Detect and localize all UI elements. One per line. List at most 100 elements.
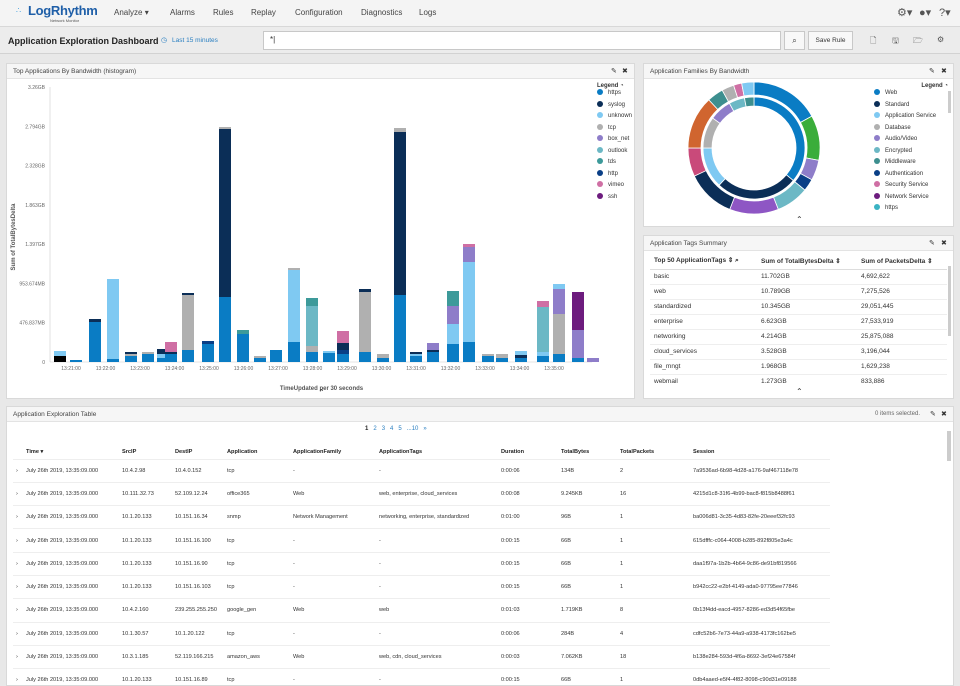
histogram-bar-segment[interactable]	[537, 356, 549, 362]
save-icon[interactable]: 🖫	[892, 36, 899, 45]
table-row[interactable]: › July 26th 2019, 13:35:09.000 10.4.2.160 2…	[13, 598, 830, 623]
histogram-bar-segment[interactable]	[410, 352, 422, 354]
expand-row-icon[interactable]: ›	[13, 644, 23, 669]
histogram-legend-item[interactable]: tcp	[597, 123, 637, 136]
close-icon[interactable]: ✖	[941, 240, 947, 247]
histogram-bar-segment[interactable]	[107, 279, 119, 355]
page-link[interactable]: 5	[398, 426, 402, 432]
histogram-bar-segment[interactable]	[125, 354, 137, 356]
scrollbar[interactable]	[948, 91, 951, 113]
save-rule-button[interactable]: Save Rule	[808, 31, 853, 50]
table-row[interactable]: › July 26th 2019, 13:35:09.000 10.1.20.133…	[13, 668, 830, 685]
histogram-bar-segment[interactable]	[202, 341, 214, 344]
histogram-bar-segment[interactable]	[219, 127, 231, 129]
edit-icon[interactable]: ✎	[611, 68, 617, 75]
histogram-bar-segment[interactable]	[572, 330, 584, 358]
histogram-bar-segment[interactable]	[337, 343, 349, 350]
user-icon[interactable]: ●▾	[919, 7, 932, 19]
expand-row-icon[interactable]: ›	[13, 505, 23, 529]
histogram-bar-segment[interactable]	[323, 353, 335, 362]
histogram-bar-segment[interactable]	[427, 352, 439, 362]
histogram-bar-segment[interactable]	[54, 354, 66, 356]
histogram-bar-segment[interactable]	[125, 356, 137, 362]
nav-tab-analyze[interactable]: Analyze ▾	[114, 8, 149, 17]
settings-sliders-icon[interactable]: ⚙▾	[897, 7, 913, 19]
histogram-bar-segment[interactable]	[463, 262, 475, 342]
histogram-bar-segment[interactable]	[496, 358, 508, 362]
histogram-bar-segment[interactable]	[515, 351, 527, 355]
histogram-bar-segment[interactable]	[182, 295, 194, 350]
search-input[interactable]: *|	[263, 31, 781, 50]
table-row[interactable]: networking 4.214GB 25,875,088	[650, 329, 947, 345]
families-legend-item[interactable]: Security Service	[874, 181, 946, 193]
histogram-bar-segment[interactable]	[157, 354, 169, 358]
column-header[interactable]: Time ▾	[26, 448, 44, 455]
histogram-bar-segment[interactable]	[447, 291, 459, 306]
histogram-bar-segment[interactable]	[306, 346, 318, 352]
close-icon[interactable]: ✖	[941, 411, 947, 418]
histogram-bar-segment[interactable]	[54, 351, 66, 354]
histogram-bar-segment[interactable]	[394, 128, 406, 132]
families-legend-item[interactable]: Network Service	[874, 192, 946, 205]
histogram-bar-segment[interactable]	[515, 358, 527, 362]
table-row[interactable]: file_mngt 1.968GB 1,629,238	[650, 359, 947, 375]
histogram-bar-segment[interactable]	[237, 330, 249, 334]
column-header[interactable]: Application	[227, 448, 258, 455]
families-legend-item[interactable]: Authentication	[874, 169, 946, 182]
histogram-bar-segment[interactable]	[463, 244, 475, 247]
table-row[interactable]: › July 26th 2019, 13:35:09.000 10.3.1.185 5…	[13, 644, 830, 669]
logo[interactable]: ∴ LogRhythm Network Monitor	[16, 3, 98, 23]
page-link[interactable]: 1	[365, 426, 369, 432]
histogram-bar-segment[interactable]	[306, 352, 318, 362]
histogram-bar-segment[interactable]	[142, 352, 154, 354]
families-legend-item[interactable]: Audio/Video	[874, 135, 946, 147]
families-legend-item[interactable]: Middleware	[874, 158, 946, 170]
table-row[interactable]: enterprise 6.623GB 27,533,919	[650, 314, 947, 330]
histogram-legend-item[interactable]: http	[597, 169, 637, 182]
histogram-bar-segment[interactable]	[337, 350, 349, 354]
column-header[interactable]: SrcIP	[122, 448, 137, 455]
histogram-legend-item[interactable]: https	[597, 89, 637, 101]
page-link[interactable]: 2	[373, 426, 377, 432]
expand-row-icon[interactable]: ›	[13, 481, 23, 506]
histogram-bar-segment[interactable]	[537, 307, 549, 352]
nav-tab-logs[interactable]: Logs	[419, 8, 437, 17]
histogram-bar-segment[interactable]	[463, 342, 475, 362]
collapse-caret-icon[interactable]: ⌃	[796, 215, 803, 224]
histogram-bar-segment[interactable]	[288, 342, 300, 362]
table-row[interactable]: › July 26th 2019, 13:35:09.000 10.1.30.57 1…	[13, 621, 830, 646]
close-icon[interactable]: ✖	[622, 68, 628, 75]
legend-toggle-icon[interactable]: ◔	[620, 83, 624, 89]
families-legend-item[interactable]: Database	[874, 123, 946, 136]
histogram-bar-segment[interactable]	[219, 297, 231, 362]
new-dashboard-icon[interactable]: 🗋	[870, 36, 877, 45]
families-legend-item[interactable]: Encrypted	[874, 146, 946, 159]
histogram-bar-segment[interactable]	[89, 322, 101, 362]
histogram-bar-segment[interactable]	[537, 352, 549, 356]
table-row[interactable]: basic 11.702GB 4,692,622	[650, 269, 947, 285]
histogram-bar-segment[interactable]	[70, 360, 82, 362]
histogram-bar-segment[interactable]	[165, 352, 177, 354]
donut-outer-slice[interactable]	[741, 82, 755, 97]
edit-icon[interactable]: ✎	[930, 411, 936, 418]
column-header[interactable]: TotalBytes	[561, 448, 590, 455]
time-range-picker[interactable]: Last 15 minutes	[172, 37, 218, 44]
nav-tab-configuration[interactable]: Configuration	[295, 8, 343, 17]
histogram-bar-segment[interactable]	[142, 354, 154, 362]
histogram-bar-segment[interactable]	[427, 350, 439, 352]
collapse-caret-icon[interactable]: ⌃	[796, 387, 803, 396]
column-header[interactable]: ApplicationFamily	[293, 448, 342, 455]
legend-toggle-icon[interactable]: ◔	[944, 83, 948, 89]
gear-icon[interactable]: ⚙	[937, 35, 945, 44]
histogram-legend-item[interactable]: syslog	[597, 100, 637, 113]
histogram-legend-item[interactable]: unknown	[597, 112, 637, 124]
column-header[interactable]: ApplicationTags	[379, 448, 423, 455]
histogram-bar-segment[interactable]	[463, 247, 475, 262]
page-link[interactable]: 3	[381, 426, 386, 432]
table-row[interactable]: › July 26th 2019, 13:35:09.000 10.1.20.133…	[13, 574, 830, 599]
column-header-bytes[interactable]: Sum of TotalBytesDelta ⇕	[757, 253, 857, 270]
histogram-bar-segment[interactable]	[288, 270, 300, 342]
histogram-bar-segment[interactable]	[394, 295, 406, 362]
table-row[interactable]: › July 26th 2019, 13:35:09.000 10.1.20.133…	[13, 551, 830, 576]
histogram-legend-item[interactable]: vimeo	[597, 181, 637, 193]
